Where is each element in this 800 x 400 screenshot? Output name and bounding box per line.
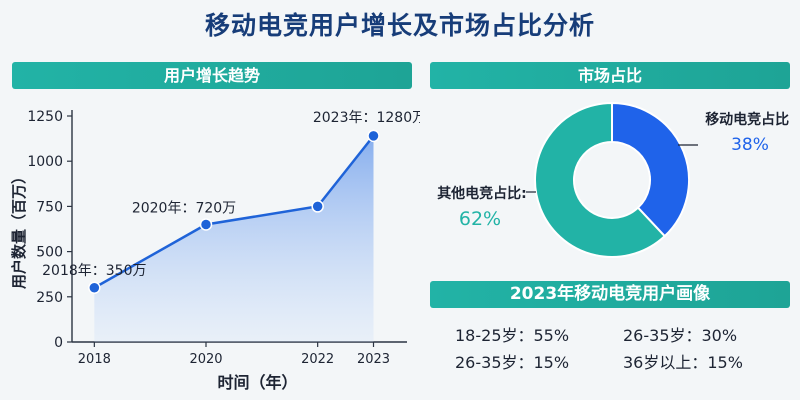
demographic-item: 36岁以上：15% [623,353,743,372]
demographic-item: 18-25岁：55% [455,326,570,345]
series-line [93,135,375,289]
y-tick-label: 250 [36,290,63,306]
market-share-donut-chart: 移动电竞占比: 38% 其他电竞占比: 62% [437,101,790,258]
data-point [88,281,101,295]
growth-panel-header: 用户增长趋势 [12,62,412,89]
slice-label: 其他电竞占比: [437,185,527,202]
demographics-panel-header: 2023年移动电竞用户画像 [430,281,790,308]
y-tick-label: 0 [54,335,63,351]
y-tick-label: 1000 [27,154,63,170]
demographic-item: 26-35岁：30% [623,326,738,345]
area-fill [94,135,374,342]
market-panel-header: 市场占比 [430,62,790,89]
slice-label: 移动电竞占比: [705,111,790,128]
x-tick-label: 2018 [78,352,111,367]
page-title: 移动电竞用户增长及市场占比分析 [204,11,595,40]
x-axis-title: 时间（年） [217,373,297,392]
y-tick-label: 500 [36,245,63,261]
donut-slice [611,101,690,238]
slice-value: 38% [731,135,769,155]
y-tick-label: 750 [36,199,63,215]
data-point [367,129,380,143]
x-tick-label: 2022 [301,352,334,367]
data-point [311,200,324,213]
x-tick-label: 2023 [357,352,390,367]
slice-value: 62% [459,208,501,230]
donut-slice [534,101,667,258]
data-label: 2018年：350万 [42,263,146,279]
y-tick-label: 1250 [27,109,63,125]
demographic-item: 26-35岁：15% [455,353,570,372]
data-label: 2023年：1280万 [313,110,420,126]
growth-line-chart: 0 250 500 750 1000 1250 2018 2020 2022 2023 时间（年） 用… [10,109,420,392]
y-axis-title: 用户数量（百万） [10,169,28,289]
x-tick-label: 2020 [189,352,222,367]
data-label: 2020年：720万 [132,200,236,216]
data-point [199,218,213,231]
